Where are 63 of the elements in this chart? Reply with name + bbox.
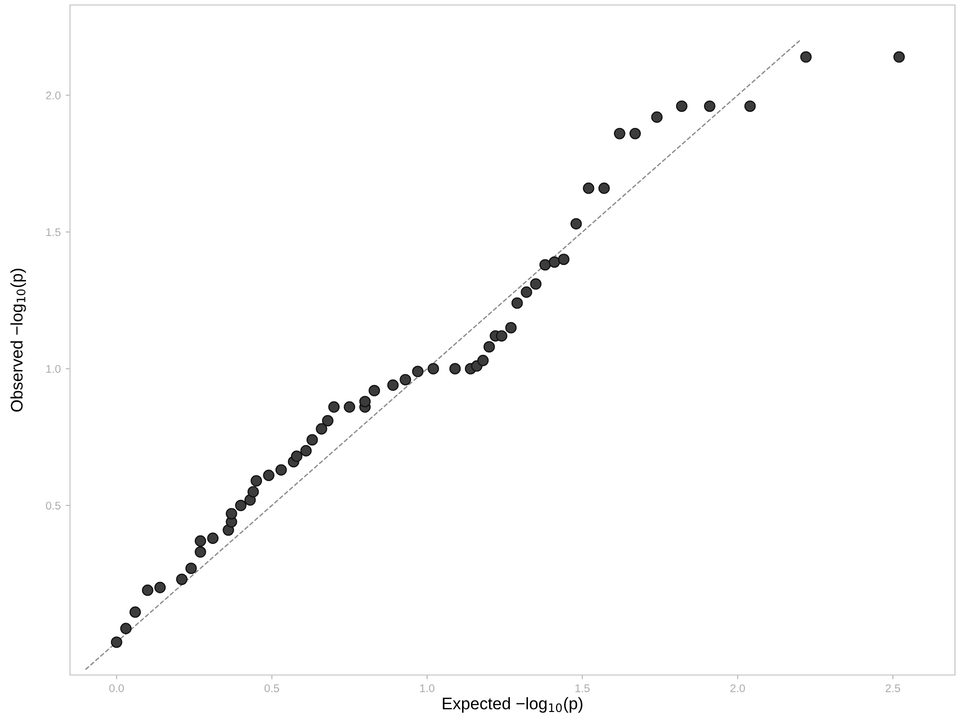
x-tick-label: 1.5 bbox=[575, 684, 590, 692]
point bbox=[548, 256, 560, 268]
point bbox=[300, 445, 312, 456]
point bbox=[477, 354, 489, 366]
point bbox=[800, 51, 812, 63]
y-tick-label: 1.0 bbox=[46, 364, 61, 373]
point bbox=[428, 363, 440, 374]
point bbox=[185, 562, 197, 574]
point bbox=[558, 254, 570, 266]
point bbox=[704, 100, 716, 112]
x-tick-label: 0.0 bbox=[109, 684, 124, 692]
point bbox=[154, 582, 166, 594]
point bbox=[511, 297, 523, 309]
point bbox=[359, 396, 371, 408]
point bbox=[306, 434, 318, 446]
point bbox=[130, 606, 141, 618]
point bbox=[194, 546, 206, 558]
point bbox=[110, 636, 122, 648]
y-tick-label: 0.5 bbox=[46, 502, 61, 510]
point bbox=[275, 464, 287, 476]
point bbox=[142, 584, 154, 596]
point bbox=[539, 259, 551, 270]
point bbox=[328, 401, 340, 413]
point bbox=[570, 218, 582, 230]
y-tick-label: 2.0 bbox=[46, 92, 61, 100]
point bbox=[248, 486, 259, 498]
point bbox=[484, 341, 495, 353]
point bbox=[207, 532, 219, 544]
point bbox=[651, 111, 663, 123]
x-tick-label: 2.5 bbox=[886, 684, 900, 692]
point bbox=[290, 450, 302, 462]
point bbox=[176, 574, 188, 585]
point bbox=[250, 475, 262, 487]
point bbox=[598, 182, 610, 194]
point bbox=[235, 500, 246, 512]
point bbox=[263, 470, 274, 482]
point bbox=[194, 535, 206, 547]
point bbox=[387, 379, 399, 391]
point bbox=[744, 100, 756, 112]
point bbox=[120, 622, 132, 634]
point bbox=[614, 128, 626, 140]
point bbox=[496, 330, 508, 342]
point bbox=[505, 322, 517, 334]
x-tick-label: 2.0 bbox=[730, 684, 745, 692]
point bbox=[344, 401, 356, 413]
point bbox=[368, 384, 380, 396]
point bbox=[316, 423, 328, 435]
x-tick-label: 1.0 bbox=[420, 684, 434, 692]
point bbox=[582, 182, 594, 194]
point bbox=[226, 508, 238, 520]
point bbox=[412, 366, 424, 378]
point bbox=[893, 51, 905, 63]
point bbox=[449, 363, 461, 374]
point bbox=[400, 374, 412, 386]
point bbox=[520, 286, 532, 298]
point bbox=[629, 128, 641, 140]
y-axis-title: Observed −log$_{10}$(p) bbox=[10, 268, 26, 412]
x-tick-label: 0.5 bbox=[264, 684, 280, 692]
point bbox=[322, 414, 334, 426]
point bbox=[676, 100, 688, 112]
y-tick-label: 1.5 bbox=[46, 228, 61, 236]
x-axis-title: Expected −log$_{10}$(p) bbox=[442, 697, 582, 713]
point bbox=[530, 278, 542, 290]
